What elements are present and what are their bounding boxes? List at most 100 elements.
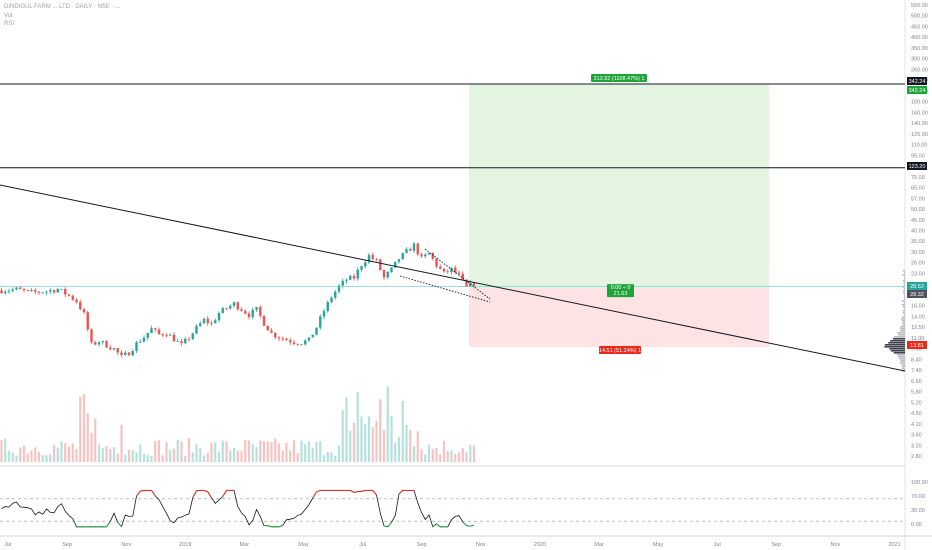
volume-profile-bar [896, 354, 905, 356]
candle-body [45, 291, 48, 293]
volume-bar [457, 452, 461, 462]
volume-profile-bar [899, 362, 905, 364]
price-tick: 50.00 [911, 207, 925, 213]
volume-profile-bar [904, 294, 905, 296]
volume-bar [270, 442, 273, 462]
price-tick: 260.00 [911, 67, 928, 73]
volume-bar [109, 449, 112, 462]
volume-bar [386, 386, 389, 462]
candle-body [375, 258, 378, 260]
time-tick: Jul [714, 542, 721, 548]
volume-bar [94, 418, 97, 462]
volume-bar [112, 447, 116, 462]
volume-bar [15, 455, 18, 462]
volume-profile-bar [901, 304, 905, 306]
candle-body [187, 338, 191, 340]
candle-body [135, 342, 138, 351]
candle-body [274, 332, 277, 338]
volume-bar [304, 444, 307, 462]
volume-bar [307, 441, 311, 462]
candle-body [101, 341, 104, 343]
rsi-oversold [387, 522, 392, 528]
volume-profile-bar [902, 324, 905, 326]
time-axis[interactable]: Jul Sep Nov 2019 Mar May Jul Sep Nov 2020 Mar May Ju… [4, 542, 900, 548]
volume-bar [124, 454, 127, 462]
drawing-lines[interactable] [0, 83, 906, 372]
volume-profile-bar [898, 334, 905, 336]
volume-bar [454, 453, 457, 462]
volume-profile-bar [901, 366, 905, 368]
volume-profile-bar [902, 306, 905, 308]
rsi-tick: 100.00 [911, 480, 928, 486]
price-tick: 300.00 [911, 57, 928, 63]
volume-bar [274, 438, 277, 462]
volume-profile-bar [897, 332, 905, 334]
volume-bar [79, 396, 82, 462]
time-tick: Sep [771, 542, 781, 548]
price-tick: 5.80 [911, 390, 922, 396]
volume-bar [360, 416, 363, 462]
price-badge-bg [907, 341, 927, 349]
volume-bar [146, 455, 149, 462]
price-badge-bg [907, 77, 927, 85]
volume-bar [187, 438, 191, 462]
volume-profile-bar [904, 314, 905, 316]
volume-profile-bar [900, 326, 905, 328]
price-badge-bg [907, 290, 927, 298]
volume-bar [131, 449, 134, 462]
rsi-oversold [383, 525, 388, 528]
volume-profile-bar [900, 330, 905, 332]
price-badge: 123.20 [907, 162, 927, 170]
price-tick: 26.00 [911, 261, 925, 267]
volume-profile-bar [900, 360, 905, 362]
volume-bar [292, 440, 296, 462]
candle-body [184, 338, 187, 344]
candle-body [169, 334, 172, 336]
volume-profile-bar [903, 282, 905, 284]
candle-body [176, 341, 179, 342]
volume-bar [34, 447, 37, 462]
volume-bar [435, 447, 438, 462]
time-tick: Nov [476, 542, 486, 548]
price-badge: 28.32 [907, 290, 927, 298]
time-tick: Sep [417, 542, 427, 548]
volume-bar [90, 432, 93, 462]
candle-body [79, 302, 82, 310]
rsi-overbought [353, 491, 358, 493]
candle-body [251, 309, 254, 318]
candle-body [281, 338, 284, 340]
ratio-bg [607, 284, 634, 298]
volume-profile-bar [890, 350, 905, 352]
rsi-oversold [470, 524, 475, 527]
price-tick: 35.00 [911, 239, 925, 245]
candle-body [382, 270, 386, 278]
volume-bar [394, 442, 397, 462]
volume-bar [416, 431, 419, 462]
price-tick: 75.00 [911, 175, 925, 181]
candle-body [394, 261, 397, 268]
rsi-oversold [106, 521, 111, 528]
target-label-bg [591, 74, 647, 82]
candle-body [330, 297, 333, 303]
candle-body [356, 269, 359, 279]
candle-body [386, 271, 389, 278]
candle-body [82, 309, 86, 313]
price-tick: 11.00 [911, 336, 924, 342]
candle-body [154, 328, 157, 330]
time-tick: Sep [62, 542, 72, 548]
volume-bar [19, 447, 22, 462]
volume-bar [75, 449, 78, 462]
candle-body [180, 341, 183, 344]
position-labels: 313.92 (1108.47%) 1 14.51 (51.24%) 1 0.00 … [591, 74, 647, 354]
candle-body [412, 243, 416, 251]
volume-bar [240, 451, 243, 462]
target-label-text: 313.92 (1108.47%) 1 [594, 76, 645, 82]
price-badge-text: 28.32 [910, 292, 924, 298]
candle-body [390, 267, 393, 272]
candle-body [360, 266, 363, 270]
volume-bar [41, 455, 44, 462]
volume-bar [127, 449, 131, 462]
volume-profile-bar [903, 284, 905, 286]
candle-body [307, 337, 311, 341]
